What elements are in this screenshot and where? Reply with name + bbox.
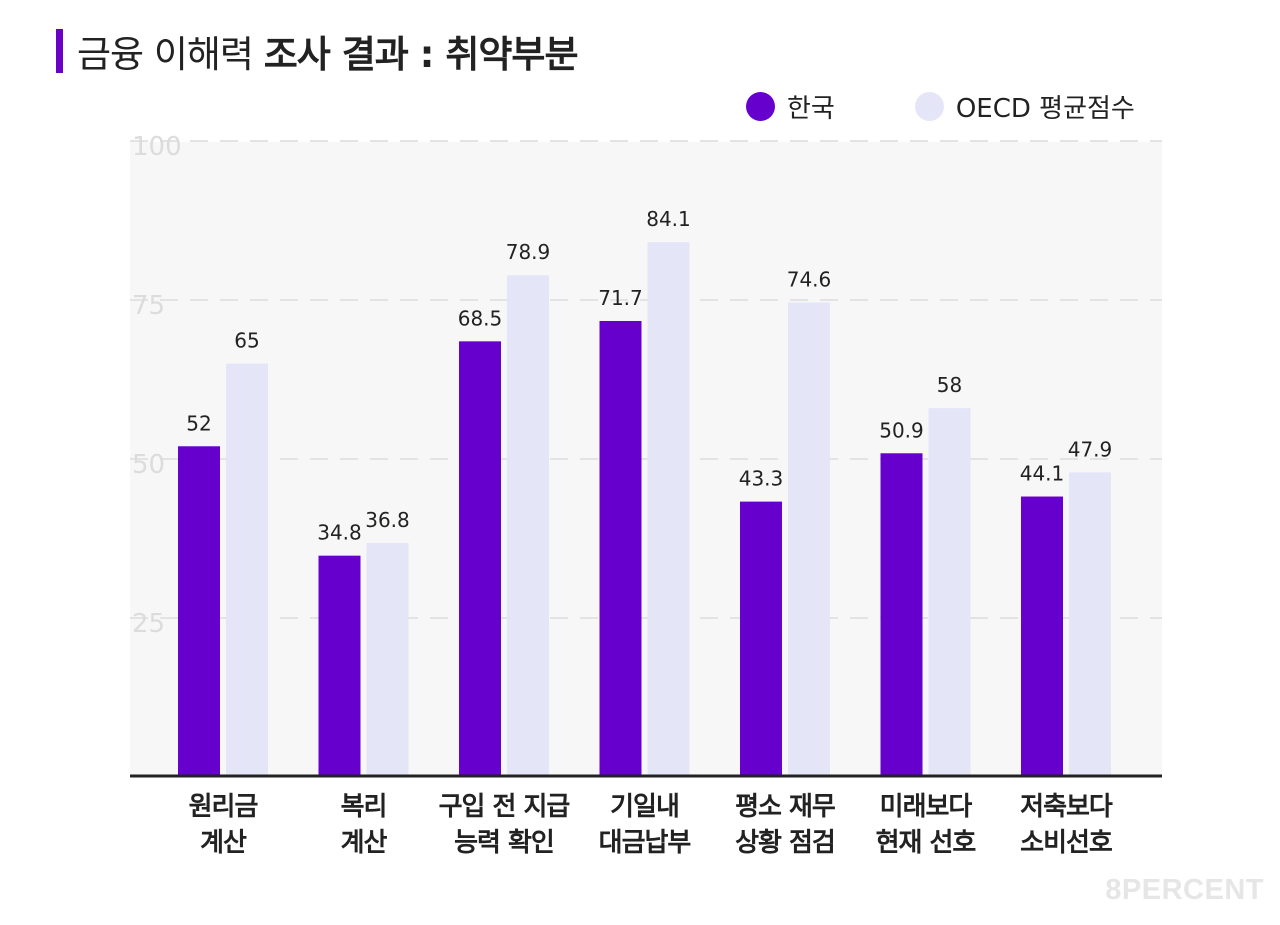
data-label-korea-4: 43.3 [739, 467, 784, 491]
bar-oecd-0 [226, 363, 268, 777]
title-bold: 조사 결과 : 취약부분 [263, 33, 579, 76]
bar-oecd-4 [788, 302, 830, 777]
x-tick-label-2-1: 능력 확인 [454, 828, 554, 858]
bar-oecd-6 [1069, 472, 1111, 777]
x-tick-label-1-1: 계산 [341, 828, 388, 858]
legend: 한국 OECD 평균점수 [746, 88, 1135, 124]
bar-korea-2 [459, 341, 501, 777]
x-tick-label-4-1: 상황 점검 [735, 828, 835, 858]
y-tick-label-75: 75 [132, 291, 165, 321]
bar-korea-1 [318, 555, 361, 777]
y-tick-label-50: 50 [132, 450, 165, 480]
title-light: 금융 이해력 [77, 33, 254, 76]
y-tick-label-100: 100 [132, 132, 182, 162]
bar-oecd-5 [928, 408, 971, 777]
legend-swatch-korea [746, 91, 775, 121]
x-tick-label-2-0: 구입 전 지급 [439, 792, 571, 822]
bar-korea-5 [880, 453, 923, 777]
data-label-oecd-6: 47.9 [1068, 437, 1113, 461]
data-label-korea-2: 68.5 [458, 306, 503, 330]
data-label-oecd-1: 36.8 [365, 508, 410, 532]
legend-item-korea: 한국 [746, 88, 835, 125]
data-label-oecd-4: 74.6 [787, 268, 832, 292]
x-tick-label-4-0: 평소 재무 [735, 792, 836, 822]
data-label-oecd-2: 78.9 [506, 240, 551, 264]
bar-korea-4 [740, 501, 782, 777]
x-tick-label-6-1: 소비선호 [1020, 828, 1113, 858]
bar-korea-0 [178, 446, 220, 777]
x-tick-label-1-0: 복리 [341, 792, 387, 822]
legend-swatch-oecd [914, 91, 944, 121]
data-label-oecd-3: 84.1 [646, 207, 691, 231]
x-tick-label-0-1: 계산 [200, 828, 247, 858]
data-label-oecd-5: 58 [937, 373, 962, 397]
x-tick-label-5-0: 미래보다 [880, 792, 973, 822]
data-label-korea-3: 71.7 [598, 286, 643, 310]
data-label-oecd-0: 65 [234, 329, 259, 353]
x-tick-label-0-0: 원리금 [189, 792, 259, 822]
bar-oecd-3 [647, 242, 690, 777]
data-label-korea-5: 50.9 [879, 418, 924, 442]
title-accent-bar [56, 29, 63, 73]
y-tick-label-25: 25 [132, 609, 165, 639]
x-tick-label-3-0: 기일내 [610, 792, 679, 822]
data-label-korea-1: 34.8 [317, 521, 362, 545]
data-label-korea-6: 44.1 [1020, 462, 1065, 486]
legend-label-korea: 한국 [787, 93, 835, 124]
x-tick-label-6-0: 저축보다 [1020, 792, 1113, 822]
x-tick-label-3-1: 대금납부 [599, 828, 692, 858]
bar-oecd-1 [366, 542, 409, 777]
title-text: 금융 이해력 조사 결과 : 취약부분 [77, 24, 578, 78]
bar-oecd-2 [507, 275, 549, 777]
chart-title: 금융 이해력 조사 결과 : 취약부분 [56, 26, 578, 76]
legend-item-oecd: OECD 평균점수 [914, 88, 1135, 125]
bar-korea-3 [599, 320, 642, 777]
data-label-korea-0: 52 [186, 411, 211, 435]
legend-label-oecd: OECD 평균점수 [955, 93, 1135, 124]
watermark-logo: 8PERCENT [1105, 874, 1264, 906]
x-tick-label-5-1: 현재 선호 [876, 828, 977, 858]
bar-korea-6 [1021, 496, 1063, 777]
